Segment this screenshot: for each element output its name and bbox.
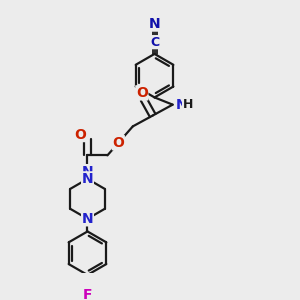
Text: N: N: [82, 172, 93, 186]
Text: O: O: [136, 86, 148, 100]
Text: N: N: [176, 98, 187, 112]
Text: C: C: [150, 36, 159, 49]
Text: F: F: [83, 288, 92, 300]
Text: N: N: [82, 165, 93, 179]
Text: N: N: [82, 212, 93, 226]
Text: N: N: [149, 17, 160, 31]
Text: O: O: [112, 136, 124, 150]
Text: H: H: [183, 98, 193, 111]
Text: O: O: [74, 128, 86, 142]
